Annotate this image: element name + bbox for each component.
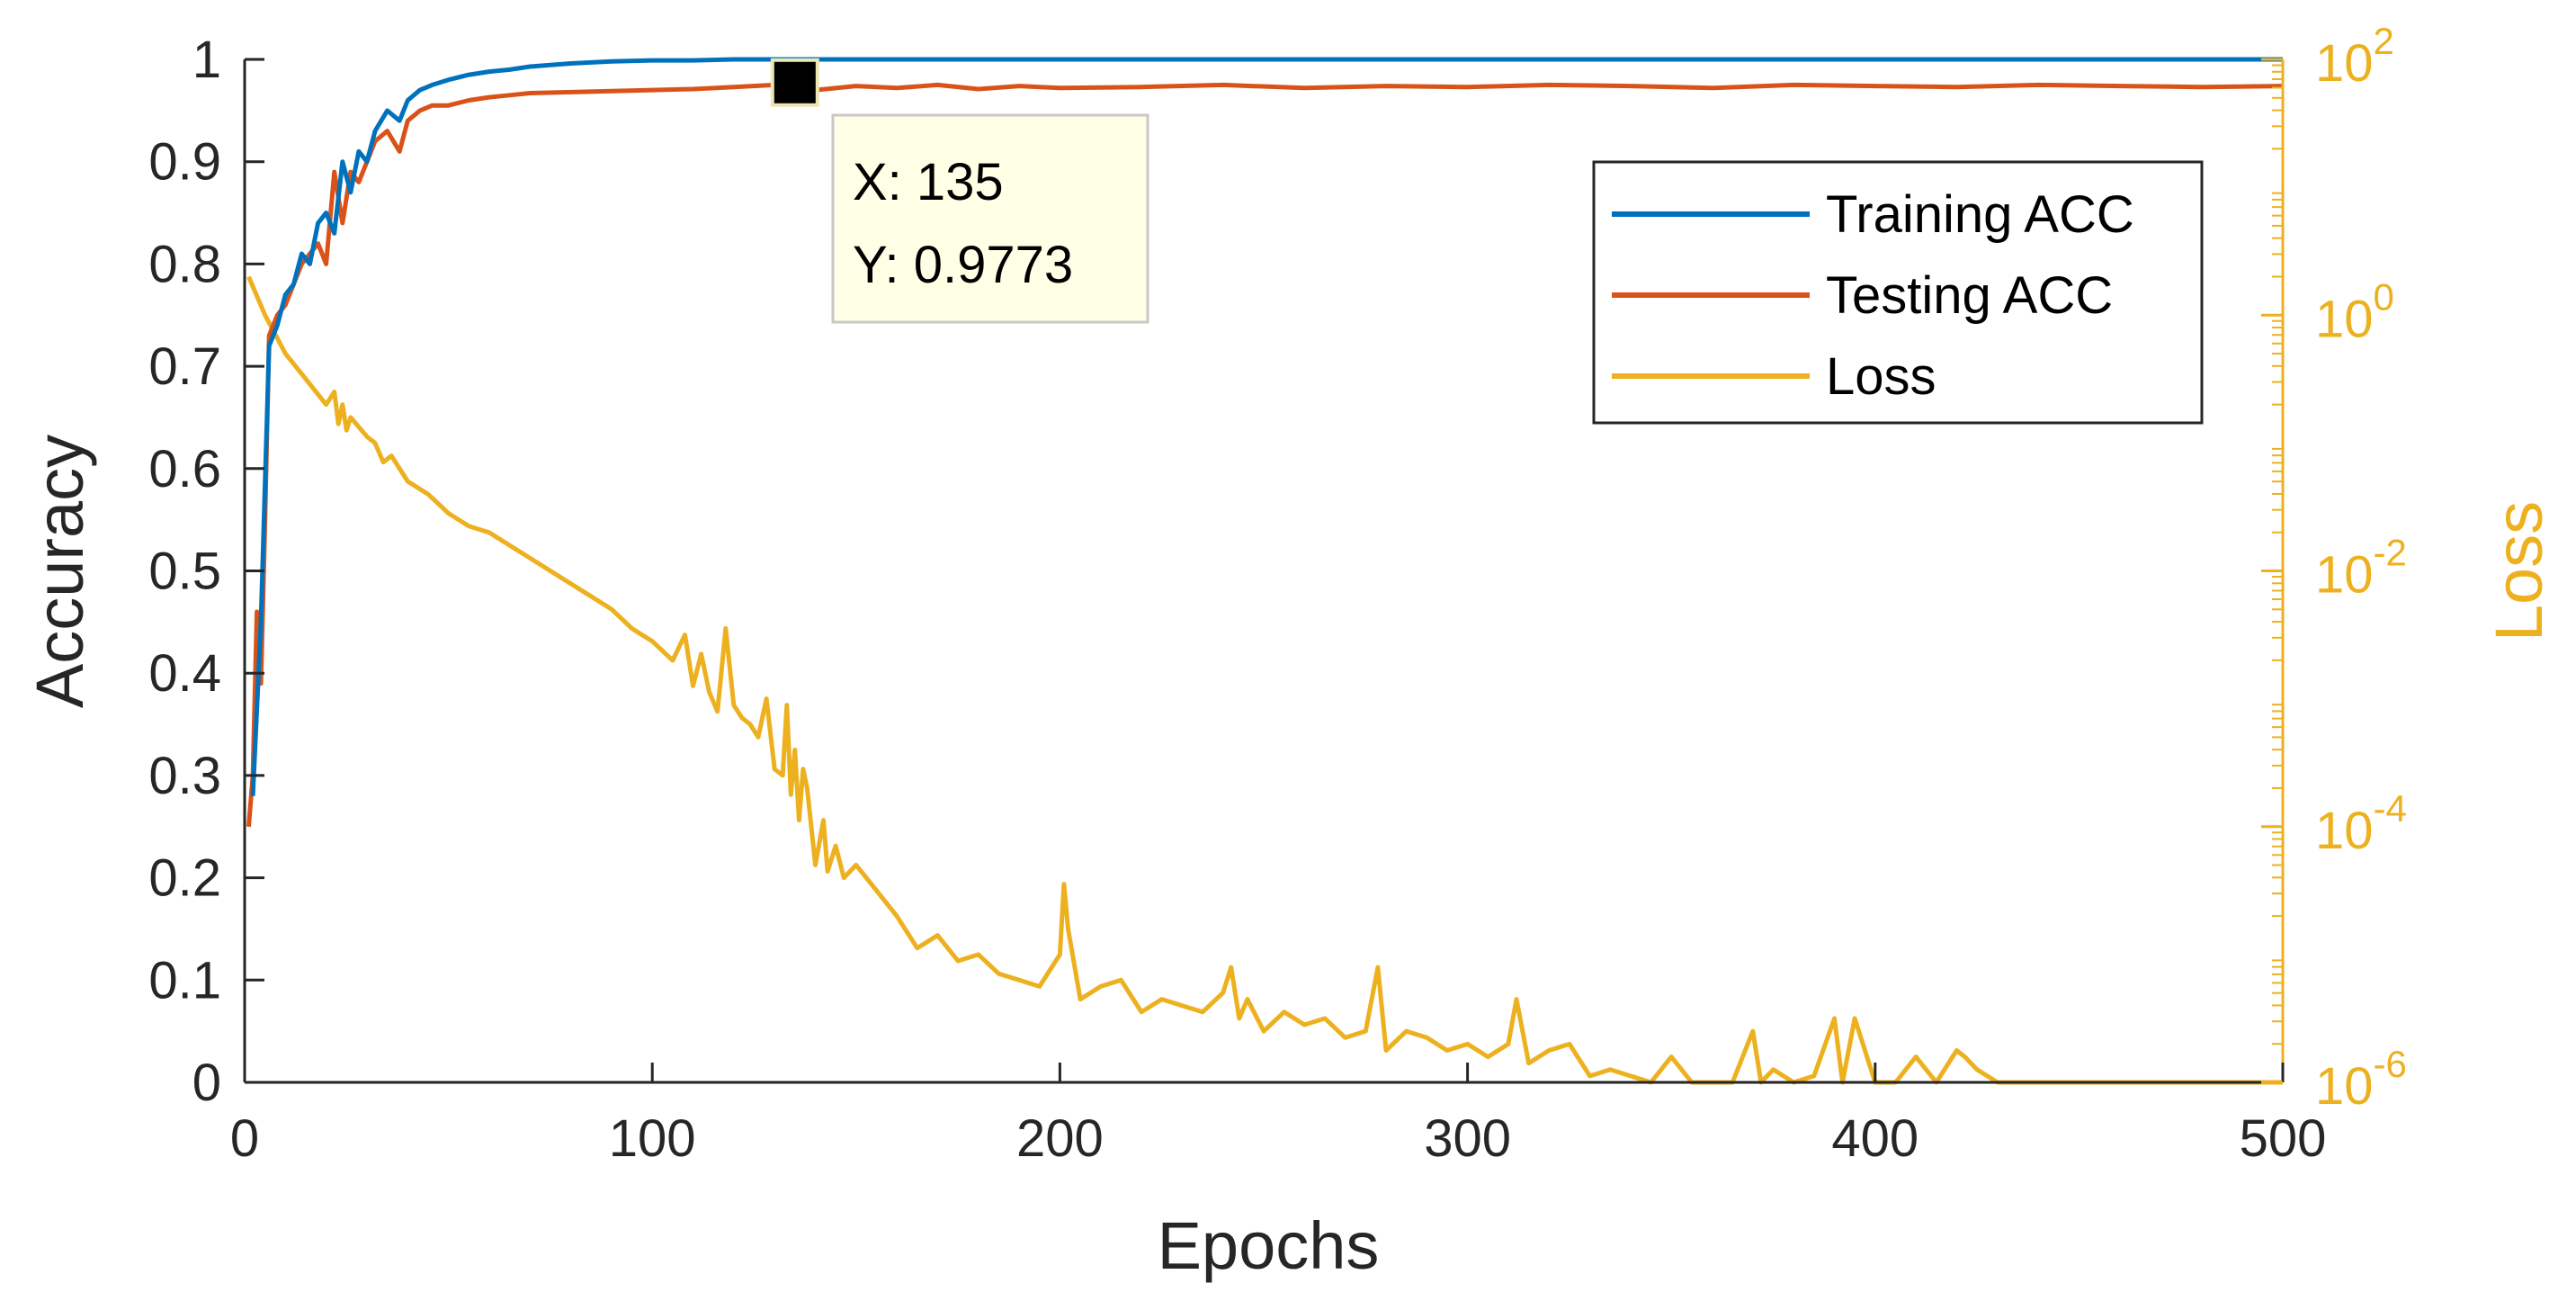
axes-group: 0 100 200 300 400 500 0 0.1 0.2 0.3 0.4 0.5 0.6 0.7 0.… — [148, 20, 2407, 1168]
y-tick-label: 0.4 — [148, 644, 221, 703]
y-tick-label: 1 — [192, 31, 221, 89]
y2-tick-label: 102 — [2315, 20, 2394, 93]
y-tick-label: 0.7 — [148, 337, 221, 396]
y2-tick-label: 100 — [2315, 275, 2394, 348]
y-tick-label: 0.5 — [148, 543, 221, 601]
x-tick-label: 400 — [1831, 1109, 1919, 1168]
data-tip[interactable]: X: 135 Y: 0.9773 — [770, 58, 1149, 324]
legend-label-training-acc: Training ACC — [1826, 185, 2134, 244]
series-line-training-acc — [250, 57, 2283, 796]
data-tip-y: Y: 0.9773 — [853, 236, 1073, 294]
legend[interactable]: Training ACC Testing ACC Loss — [1592, 160, 2204, 425]
x-tick-label: 0 — [230, 1109, 259, 1168]
data-tip-x: X: 135 — [853, 153, 1004, 211]
y-tick-label: 0.1 — [148, 951, 221, 1009]
y-tick-label: 0.9 — [148, 133, 221, 192]
data-tip-marker[interactable] — [770, 58, 819, 107]
x-tick-label: 300 — [1424, 1109, 1511, 1168]
y-tick-label: 0.2 — [148, 849, 221, 908]
y2-tick-label: 10-4 — [2315, 787, 2407, 860]
y-tick-label: 0.6 — [148, 440, 221, 498]
y2-tick-label: 10-6 — [2315, 1043, 2407, 1116]
x-tick-label: 500 — [2240, 1109, 2327, 1168]
y2-tick-label: 10-2 — [2315, 532, 2407, 605]
legend-label-loss: Loss — [1826, 347, 1936, 406]
x-tick-label: 200 — [1016, 1109, 1104, 1168]
y-tick-label: 0.8 — [148, 235, 221, 293]
y2-axis-label: Loss — [2482, 501, 2556, 642]
legend-label-testing-acc: Testing ACC — [1826, 266, 2113, 325]
y-tick-label: 0.3 — [148, 747, 221, 805]
x-axis-label: Epochs — [1158, 1208, 1380, 1283]
data-tip-box — [831, 113, 1149, 324]
y-axis-label: Accuracy — [22, 435, 97, 708]
y-tick-label: 0 — [192, 1054, 221, 1112]
x-tick-label: 100 — [609, 1109, 696, 1168]
